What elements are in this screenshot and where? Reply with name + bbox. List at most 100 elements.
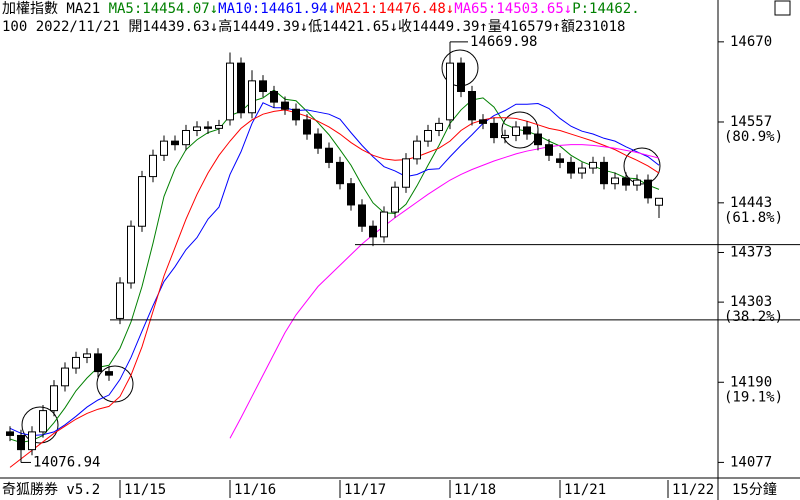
candle-body [633,179,641,186]
y-tick-label: 14077 [730,454,772,470]
high-label: 14669.98 [470,34,537,50]
candle-body [17,434,25,451]
candle-body [490,122,498,139]
x-tick-label: 11/22 [672,482,714,498]
ma-line [9,89,660,444]
candle-body [655,197,663,206]
candle-body [424,129,432,142]
candle-body [270,90,278,103]
candle-body [446,62,454,121]
candle-body [149,154,157,178]
candle-body [556,158,564,163]
candle-body [457,62,465,92]
header-segment: 加權指數 MA21 [2,1,109,17]
candle-body [314,133,322,149]
candle-body [105,371,113,376]
candle-body [127,225,135,284]
y-tick-label: 14190 [730,374,772,390]
period[interactable]: 15分鐘 [732,481,777,498]
candle-body [226,62,234,121]
y-tick-label: 14670 [730,34,772,50]
candle-body [534,133,542,146]
candle-body [413,140,421,160]
candle-body [512,126,520,136]
candle-body [347,183,355,206]
header-segment: MA5:14454.07↓ [108,1,219,17]
candle-body [292,108,300,121]
candle-body [160,140,168,156]
candle-body [193,126,201,131]
candle-body [281,101,289,110]
candle-body [28,431,36,451]
header-segment: P:14462. [572,1,640,17]
header-segment: MA10:14461.94↓ [218,1,337,17]
candle-body [248,80,256,114]
candle-body [369,225,377,238]
window-button[interactable] [774,0,791,16]
ma-line [9,109,660,468]
y-tick-label: 14557 [730,114,772,130]
candle-body [6,431,14,436]
candle-body [523,126,531,135]
candle-body [589,161,597,169]
candle-body [600,161,608,185]
candle-body [39,410,47,433]
candle-body [501,134,509,139]
candle-body [358,204,366,227]
ma-line [9,102,660,436]
candle-body [402,158,410,188]
x-tick-label: 11/16 [234,482,276,498]
circle-annotations [21,49,661,444]
x-tick-label: 11/18 [454,482,496,498]
x-tick-label: 11/15 [124,482,166,498]
x-tick-label: 11/21 [564,482,606,498]
candle-body [479,119,487,124]
candle-body [171,140,179,146]
brand: 奇狐勝券 v5.2 [2,481,100,498]
candle-body [138,176,146,227]
candle-body [83,353,91,358]
header-line-2: 100 2022/11/21 開14439.63↓高14449.39↓低1442… [2,19,626,35]
x-tick-label: 11/17 [344,482,386,498]
candle-body [325,147,333,163]
fib-label: (19.1%) [724,389,783,405]
candle-body [336,161,344,185]
candle-body [61,367,69,387]
y-tick-label: 14373 [730,244,772,260]
circle-marker [96,365,134,403]
candle-body [578,167,586,174]
header-segment: MA21:14476.48↓ [336,1,455,17]
candle-body [611,177,619,185]
candle-body [303,119,311,135]
candle-body [435,122,443,131]
candle-body [567,161,575,174]
candle-body [622,177,630,186]
plot-area [6,41,663,468]
low-label: 14076.94 [33,454,100,470]
candle-body [50,385,58,412]
fib-label: (80.9%) [724,129,783,145]
candle-body [644,179,652,199]
fib-label: (61.8%) [724,210,783,226]
candle-body [182,129,190,146]
y-tick-label: 14303 [730,294,772,310]
candle-body [204,126,212,129]
fib-label: (38.2%) [724,309,783,325]
candle-body [545,144,553,156]
ma-line [229,144,660,439]
y-tick-label: 14443 [730,195,772,211]
candle-body [215,125,223,129]
header-line-1: 加權指數 MA21 MA5:14454.07↓MA10:14461.94↓MA2… [2,0,762,18]
candle-body [380,211,388,238]
candle-body [259,80,267,92]
candle-body [468,90,476,121]
candle-body [391,186,399,213]
candle-body [94,353,102,373]
circle-marker [21,406,59,444]
candle-body [72,356,80,369]
candle-body [116,282,124,319]
header-segment: MA65:14503.65↓ [454,1,573,17]
